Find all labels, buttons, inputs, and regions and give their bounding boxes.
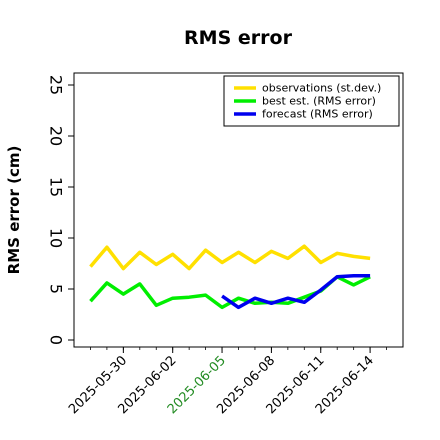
y-axis-label: RMS error (cm) [5,146,23,275]
series-line-0 [89,244,371,271]
y-tick-label: 5 [47,284,66,294]
legend-label: observations (st.dev.) [262,82,381,95]
plot-lines [89,244,371,310]
y-tick-label: 25 [47,75,66,95]
legend-label: best est. (RMS error) [262,95,376,108]
legend: observations (st.dev.)best est. (RMS err… [223,75,400,127]
y-axis: 0 5 10 15 20 25 [47,75,74,345]
y-tick-label: 10 [47,228,66,248]
legend-label: forecast (RMS error) [262,108,373,121]
y-tick-label: 20 [47,126,66,146]
chart-title: RMS error [184,27,293,49]
y-tick-label: 15 [47,177,66,197]
x-axis: 2025-05-302025-06-022025-06-052025-06-08… [66,347,387,417]
y-tick-label: 0 [47,335,66,345]
series-line-2 [221,273,371,310]
